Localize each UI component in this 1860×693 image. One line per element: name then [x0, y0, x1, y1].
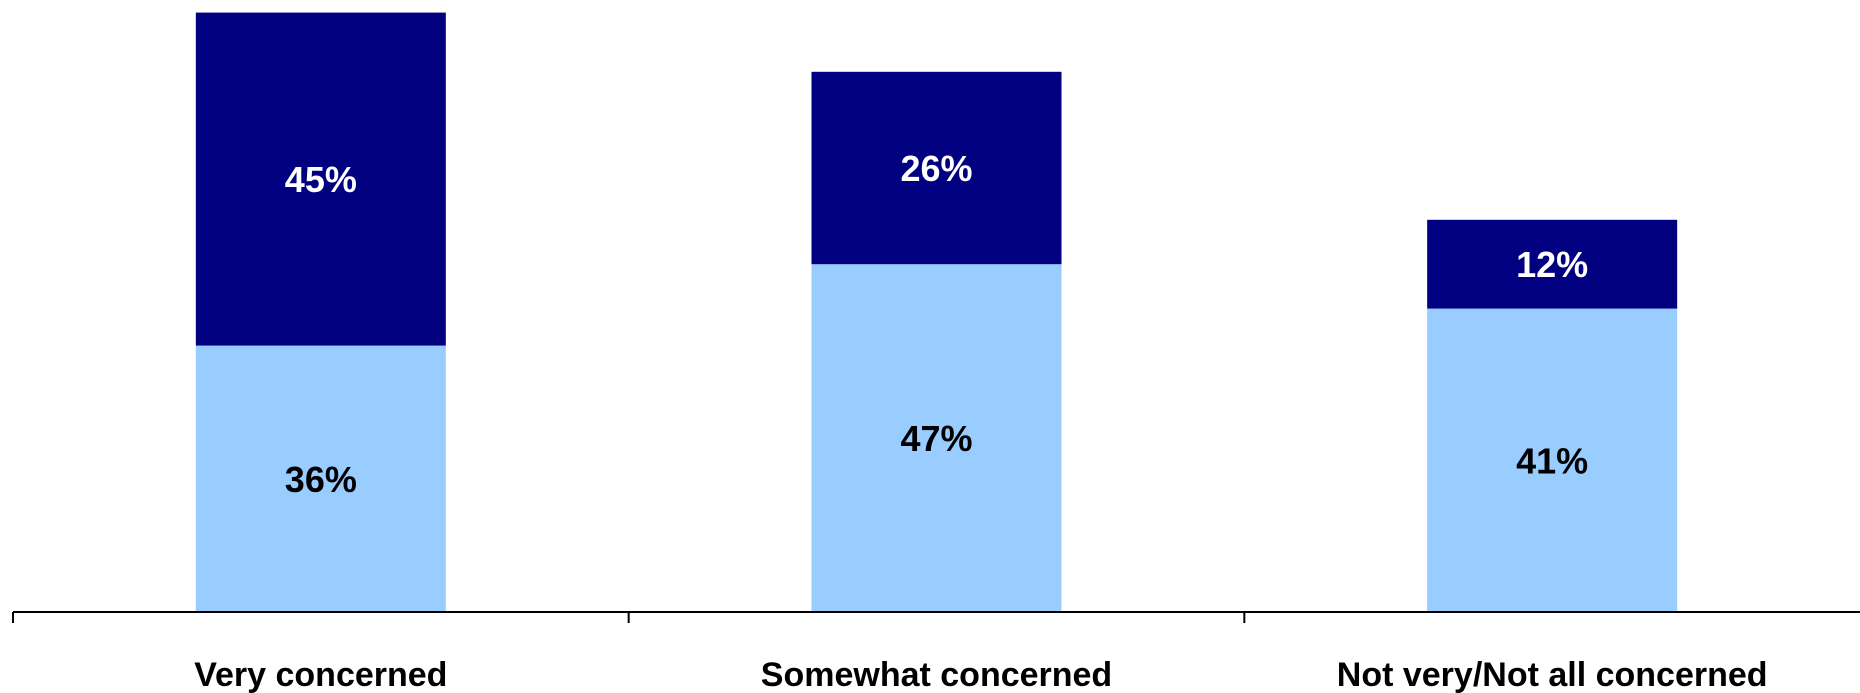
data-label-0-2: 41%	[1516, 440, 1588, 481]
category-label-0: Very concerned	[194, 656, 447, 693]
data-label-1-2: 12%	[1516, 244, 1588, 285]
data-label-0-1: 47%	[900, 418, 972, 459]
category-labels: Very concerned Somewhat concerned Not very…	[194, 656, 1767, 693]
bar-segment-1-2	[1427, 219, 1678, 309]
bar-segment-0-0	[195, 345, 446, 612]
data-label-1-1: 26%	[900, 148, 972, 189]
category-label-1: Somewhat concerned	[761, 656, 1112, 693]
bars-group: 36% 45% 47% 26% 41% 12%	[195, 12, 1678, 612]
bar-segment-1-0	[195, 12, 446, 346]
category-label-2: Not very/Not all concerned	[1337, 656, 1768, 693]
data-label-0-0: 36%	[285, 459, 357, 500]
bar-segment-1-1	[811, 71, 1062, 265]
bar-segment-0-1	[811, 264, 1062, 612]
data-label-1-0: 45%	[285, 159, 357, 200]
bar-segment-0-2	[1427, 308, 1678, 612]
x-axis	[12, 611, 1860, 623]
